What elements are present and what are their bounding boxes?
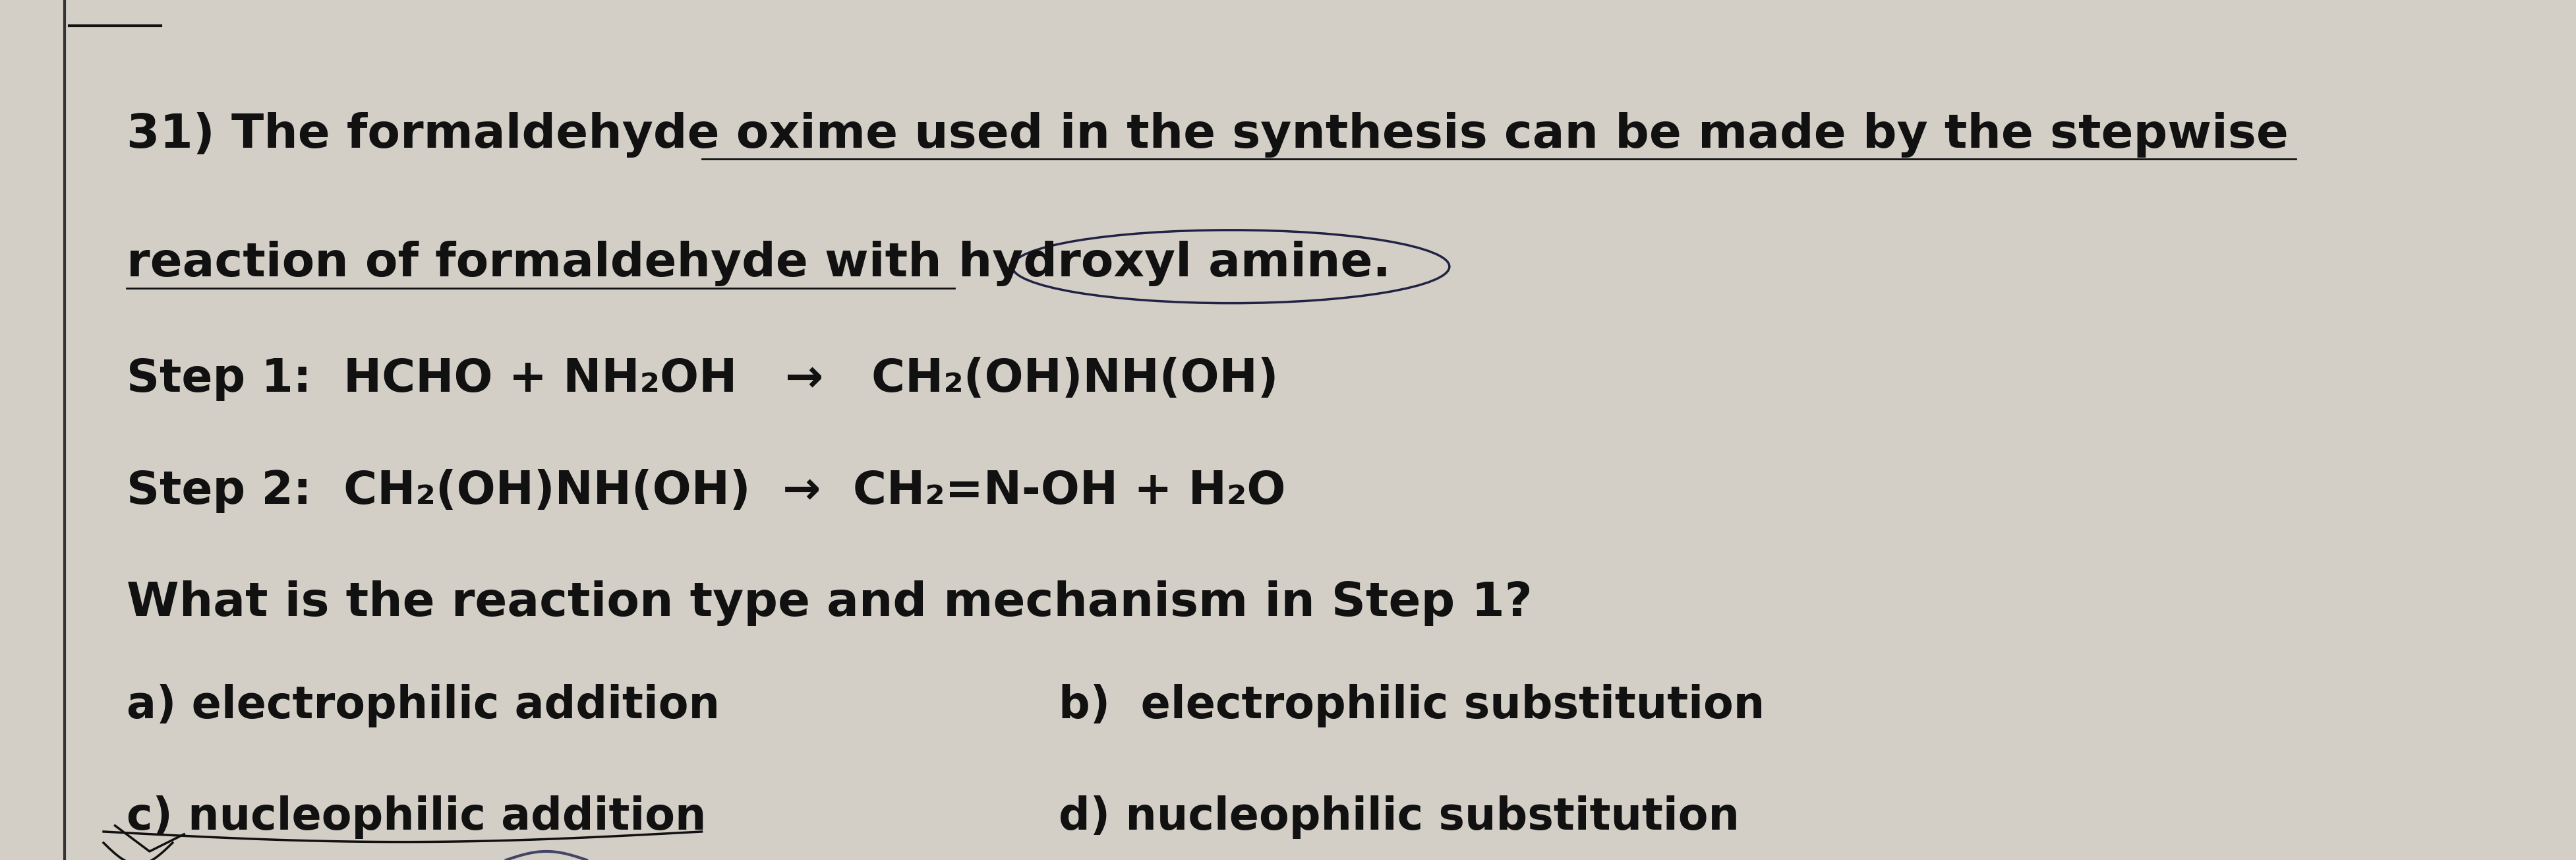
Text: c) nucleophilic addition: c) nucleophilic addition <box>126 796 706 839</box>
Text: Step 2:  CH₂(OH)NH(OH)  →  CH₂=N-OH + H₂O: Step 2: CH₂(OH)NH(OH) → CH₂=N-OH + H₂O <box>126 469 1285 513</box>
Text: reaction of formaldehyde with hydroxyl amine.: reaction of formaldehyde with hydroxyl a… <box>126 241 1391 286</box>
Text: b)  electrophilic substitution: b) electrophilic substitution <box>1059 684 1765 728</box>
Text: a) electrophilic addition: a) electrophilic addition <box>126 684 719 728</box>
Text: d) nucleophilic substitution: d) nucleophilic substitution <box>1059 796 1739 839</box>
Text: 31) The formaldehyde oxime used in the synthesis can be made by the stepwise: 31) The formaldehyde oxime used in the s… <box>126 112 2287 157</box>
Text: Step 1:  HCHO + NH₂OH   →   CH₂(OH)NH(OH): Step 1: HCHO + NH₂OH → CH₂(OH)NH(OH) <box>126 357 1278 401</box>
Text: What is the reaction type and mechanism in Step 1?: What is the reaction type and mechanism … <box>126 580 1533 626</box>
